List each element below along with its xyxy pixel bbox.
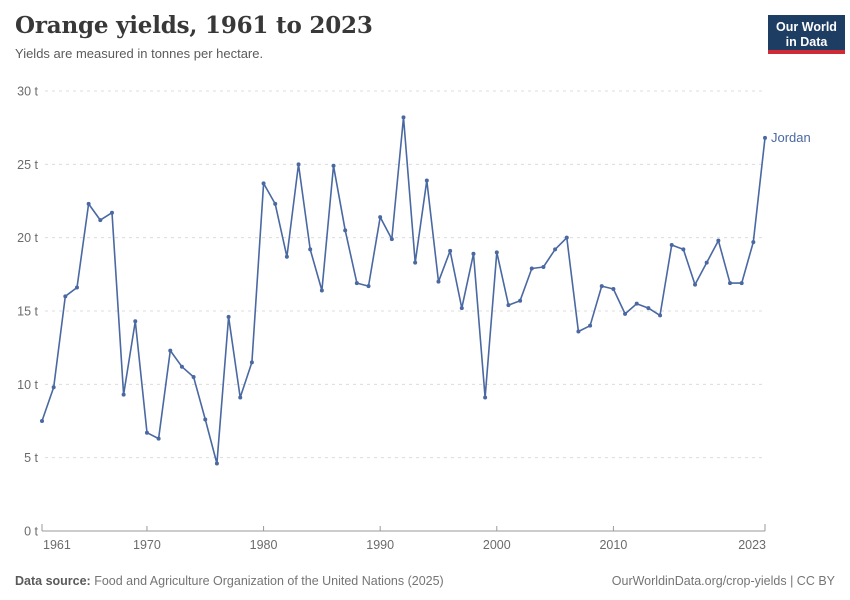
data-point-marker[interactable] xyxy=(576,329,581,334)
data-point-marker[interactable] xyxy=(436,279,441,284)
data-point-marker[interactable] xyxy=(704,260,709,265)
data-point-marker[interactable] xyxy=(296,162,301,167)
data-point-marker[interactable] xyxy=(669,243,674,247)
data-point-marker[interactable] xyxy=(319,288,324,293)
chart-header: Orange yields, 1961 to 2023 Yields are m… xyxy=(15,12,373,61)
data-point-marker[interactable] xyxy=(168,348,173,353)
owid-logo-line1: Our World xyxy=(776,20,837,34)
data-point-marker[interactable] xyxy=(51,385,56,390)
data-point-marker[interactable] xyxy=(518,298,523,303)
data-point-marker[interactable] xyxy=(378,215,383,220)
series-line[interactable] xyxy=(41,116,766,465)
owid-logo-accent-bar xyxy=(768,50,845,54)
data-point-marker[interactable] xyxy=(564,235,569,240)
data-point-marker[interactable] xyxy=(273,201,278,206)
x-axis-tick-label: 2010 xyxy=(599,538,627,552)
data-point-marker[interactable] xyxy=(214,461,219,466)
data-point-marker[interactable] xyxy=(366,284,371,289)
owid-logo[interactable]: Our World in Data xyxy=(768,15,845,54)
data-point-marker[interactable] xyxy=(109,210,114,215)
data-point-marker[interactable] xyxy=(529,266,534,271)
data-point-marker[interactable] xyxy=(506,303,511,308)
data-point-marker[interactable] xyxy=(588,323,593,328)
data-point-marker[interactable] xyxy=(681,247,686,252)
data-point-marker[interactable] xyxy=(448,248,453,253)
data-point-marker[interactable] xyxy=(634,301,639,306)
series-end-label[interactable]: Jordan xyxy=(771,130,811,145)
data-point-marker[interactable] xyxy=(179,364,184,369)
data-point-marker[interactable] xyxy=(413,260,418,265)
data-point-marker[interactable] xyxy=(261,181,266,186)
data-point-marker[interactable] xyxy=(40,419,44,423)
data-point-marker[interactable] xyxy=(144,430,149,435)
data-point-marker[interactable] xyxy=(389,237,394,242)
y-axis-tick-label: 30 t xyxy=(17,85,38,99)
data-point-marker[interactable] xyxy=(308,247,313,252)
series-jordan[interactable]: Jordan xyxy=(40,115,811,466)
x-axis-tick-label: 1970 xyxy=(133,538,161,552)
y-axis-tick-label: 25 t xyxy=(17,158,38,172)
data-point-marker[interactable] xyxy=(553,247,558,252)
x-axis-tick-label: 1980 xyxy=(250,538,278,552)
data-point-marker[interactable] xyxy=(133,319,138,324)
data-point-marker[interactable] xyxy=(623,311,628,316)
data-point-marker[interactable] xyxy=(763,135,767,140)
data-source-label: Data source: xyxy=(15,574,91,588)
data-point-marker[interactable] xyxy=(284,254,289,259)
data-point-marker[interactable] xyxy=(238,395,243,400)
data-point-marker[interactable] xyxy=(599,284,604,289)
x-axis-tick-label: 1961 xyxy=(43,538,71,552)
y-axis-tick-label: 0 t xyxy=(24,525,38,539)
data-point-marker[interactable] xyxy=(611,287,616,291)
data-point-marker[interactable] xyxy=(483,395,488,400)
x-axis-tick-label: 1990 xyxy=(366,538,394,552)
data-source: Data source: Food and Agriculture Organi… xyxy=(15,574,444,588)
data-point-marker[interactable] xyxy=(331,163,336,168)
data-point-marker[interactable] xyxy=(424,178,429,183)
data-point-marker[interactable] xyxy=(459,306,464,311)
y-axis-tick-label: 10 t xyxy=(17,378,38,392)
data-point-marker[interactable] xyxy=(156,436,161,441)
data-point-marker[interactable] xyxy=(86,201,91,206)
data-point-marker[interactable] xyxy=(658,313,663,318)
data-point-marker[interactable] xyxy=(541,265,546,269)
data-point-marker[interactable] xyxy=(63,294,68,299)
chart-subtitle: Yields are measured in tonnes per hectar… xyxy=(15,46,264,61)
y-axis-tick-label: 5 t xyxy=(24,451,38,465)
data-point-marker[interactable] xyxy=(751,240,756,245)
data-point-marker[interactable] xyxy=(98,218,103,223)
data-point-marker[interactable] xyxy=(494,250,499,255)
chart-footer: Data source: Food and Agriculture Organi… xyxy=(15,574,835,588)
owid-logo-line2: in Data xyxy=(785,35,828,49)
x-axis-tick-label: 2023 xyxy=(738,538,766,552)
data-point-marker[interactable] xyxy=(249,360,254,365)
data-point-marker[interactable] xyxy=(343,228,348,233)
data-point-marker[interactable] xyxy=(354,281,359,286)
page-title: Orange yields, 1961 to 2023 xyxy=(15,12,373,39)
data-point-marker[interactable] xyxy=(121,392,126,397)
data-point-marker[interactable] xyxy=(226,314,231,319)
data-point-marker[interactable] xyxy=(191,375,196,379)
data-point-marker[interactable] xyxy=(728,281,733,286)
y-axis-tick-label: 20 t xyxy=(17,231,38,245)
data-point-marker[interactable] xyxy=(693,282,698,287)
y-axis-tick-label: 15 t xyxy=(17,305,38,319)
credit-link[interactable]: OurWorldinData.org/crop-yields | CC BY xyxy=(611,574,835,588)
data-point-marker[interactable] xyxy=(716,238,721,243)
x-axis-tick-label: 2000 xyxy=(483,538,511,552)
data-point-marker[interactable] xyxy=(471,251,476,256)
data-point-marker[interactable] xyxy=(74,285,79,290)
data-source-text: Food and Agriculture Organization of the… xyxy=(90,574,444,588)
data-point-marker[interactable] xyxy=(739,281,744,286)
data-point-marker[interactable] xyxy=(203,417,208,422)
data-point-marker[interactable] xyxy=(646,306,651,311)
data-point-marker[interactable] xyxy=(401,115,406,120)
